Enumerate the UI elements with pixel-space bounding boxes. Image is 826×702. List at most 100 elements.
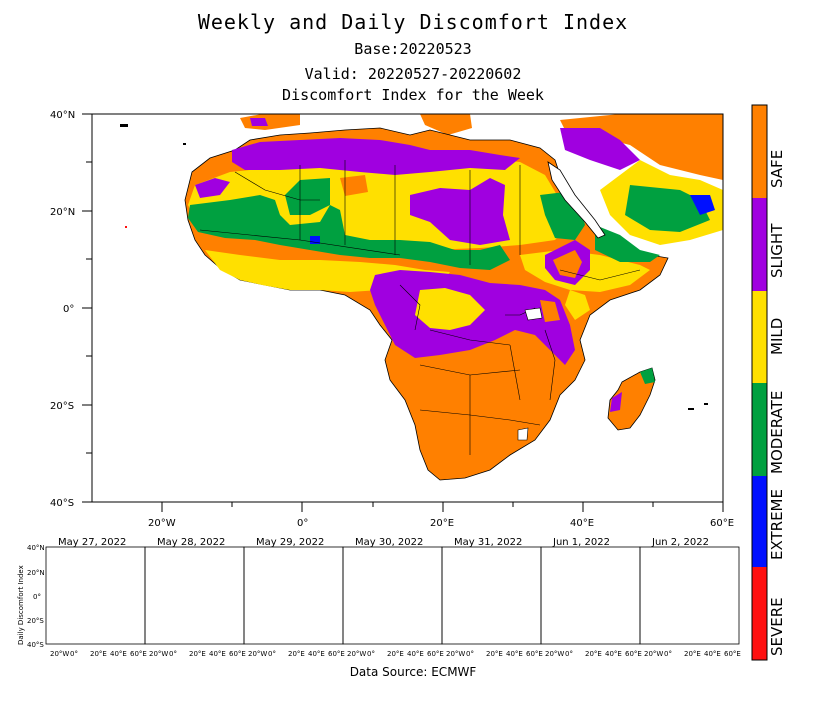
daily-lon-label: 60°E <box>625 650 642 658</box>
daily-date-label: May 28, 2022 <box>157 537 225 548</box>
legend-label-slight: SLIGHT <box>768 223 786 278</box>
daily-lat-label: 40°S <box>27 641 44 649</box>
daily-panel-frame <box>639 546 740 645</box>
daily-lon-label: 20°W <box>347 650 366 658</box>
daily-lon-label: 20°E <box>288 650 305 658</box>
daily-lon-label: 40°E <box>407 650 424 658</box>
lat-label: 40°S <box>50 498 74 509</box>
daily-lon-label: 0° <box>70 650 78 658</box>
north-coast-slight-zone <box>232 138 520 175</box>
daily-map <box>160 550 235 639</box>
daily-map <box>358 550 433 639</box>
legend-swatch-extreme <box>752 476 767 567</box>
map-subtitle: Discomfort Index for the Week <box>282 86 544 104</box>
daily-lat-labels: 40°N 20°N 0° 20°S 40°S <box>27 544 45 649</box>
legend-swatch-slight <box>752 198 767 291</box>
daily-panel: Jun 1, 2022 20°W 0° 20°E 40°E 60°E <box>540 537 642 658</box>
daily-lon-label: 60°E <box>724 650 741 658</box>
lat-label: 20°S <box>50 401 74 412</box>
daily-lon-label: 20°W <box>248 650 267 658</box>
daily-lon-label: 0° <box>367 650 375 658</box>
legend-swatch-severe <box>752 567 767 660</box>
lon-label: 40°E <box>570 518 594 529</box>
lat-label: 0° <box>63 304 74 315</box>
daily-panel: May 27, 2022 20°W 0° 20°E 40°E 60°E <box>45 537 147 658</box>
legend-label-severe: SEVERE <box>768 597 786 656</box>
daily-lon-label: 20°E <box>585 650 602 658</box>
extreme-area-gulf <box>690 195 715 215</box>
country-borders <box>199 160 641 455</box>
daily-panel: Jun 2, 2022 20°W 0° 20°E 40°E 60°E <box>639 537 741 658</box>
daily-lon-label: 60°E <box>229 650 246 658</box>
legend-swatch-moderate <box>752 383 767 476</box>
daily-panel-frame <box>540 546 641 645</box>
lon-labels: 20°W 0° 20°E 40°E 60°E <box>148 518 734 529</box>
daily-date-label: May 30, 2022 <box>355 537 423 548</box>
daily-lon-label: 0° <box>169 650 177 658</box>
daily-axis-title: Daily Discomfort Index <box>17 565 25 645</box>
daily-map <box>61 550 136 639</box>
daily-panel: May 31, 2022 20°W 0° 20°E 40°E 60°E <box>441 537 543 658</box>
legend-label-moderate: MODERATE <box>768 391 786 474</box>
daily-lon-label: 20°W <box>644 650 663 658</box>
daily-lon-label: 20°E <box>189 650 206 658</box>
base-date: Base:20220523 <box>354 40 472 58</box>
daily-lon-label: 20°E <box>90 650 107 658</box>
legend-label-mild: MILD <box>768 318 786 355</box>
daily-panels: Daily Discomfort Index 40°N 20°N 0° 20°S… <box>17 537 741 658</box>
lat-label: 40°N <box>50 110 75 121</box>
daily-lon-label: 40°E <box>308 650 325 658</box>
daily-lon-label: 20°E <box>387 650 404 658</box>
daily-lon-label: 20°W <box>446 650 465 658</box>
central-sahara-slight-zone <box>410 178 510 245</box>
chart-title: Weekly and Daily Discomfort Index <box>197 10 629 34</box>
lon-label: 0° <box>297 518 308 529</box>
daily-date-label: May 27, 2022 <box>58 537 126 548</box>
legend-swatch-mild <box>752 291 767 383</box>
daily-lat-label: 40°N <box>27 544 45 552</box>
daily-map <box>457 550 532 639</box>
daily-panel-frame <box>342 546 443 645</box>
legend-label-extreme: EXTREME <box>768 489 786 560</box>
daily-lon-label: 60°E <box>427 650 444 658</box>
daily-panel-frame <box>45 546 146 645</box>
daily-lon-label: 20°E <box>684 650 701 658</box>
lon-label: 20°E <box>430 518 454 529</box>
daily-lon-label: 20°W <box>545 650 564 658</box>
daily-lat-label: 20°S <box>27 617 44 625</box>
daily-panel: May 30, 2022 20°W 0° 20°E 40°E 60°E <box>342 537 444 658</box>
legend-swatch-safe <box>752 105 767 198</box>
daily-lon-label: 40°E <box>704 650 721 658</box>
legend-colorbar: SAFE SLIGHT MILD MODERATE EXTREME SEVERE <box>751 104 786 661</box>
main-map: 40°N 20°N 0° 20°S 40°S 20°W 0° 20°E 40°E… <box>50 110 734 529</box>
lat-label: 20°N <box>50 207 75 218</box>
daily-panel-frame <box>441 546 542 645</box>
legend-label-safe: SAFE <box>768 150 786 188</box>
daily-date-label: Jun 2, 2022 <box>651 537 709 548</box>
daily-lon-label: 40°E <box>209 650 226 658</box>
daily-date-label: May 29, 2022 <box>256 537 324 548</box>
sahel-moderate-zone <box>188 195 510 270</box>
daily-lat-label: 20°N <box>27 569 45 577</box>
daily-lat-label: 0° <box>33 593 41 601</box>
daily-lon-label: 60°E <box>130 650 147 658</box>
daily-panel-frame <box>144 546 245 645</box>
daily-lon-label: 0° <box>466 650 474 658</box>
red-sea <box>547 161 606 239</box>
daily-panel: May 29, 2022 20°W 0° 20°E 40°E 60°E <box>243 537 345 658</box>
daily-panel: May 28, 2022 20°W 0° 20°E 40°E 60°E <box>144 537 246 658</box>
data-source: Data Source: ECMWF <box>349 665 477 679</box>
daily-lon-label: 40°E <box>506 650 523 658</box>
daily-lon-label: 0° <box>565 650 573 658</box>
valid-range: Valid: 20220527-20220602 <box>304 65 522 83</box>
daily-lon-label: 40°E <box>605 650 622 658</box>
daily-lon-label: 20°W <box>149 650 168 658</box>
daily-date-label: Jun 1, 2022 <box>552 537 610 548</box>
daily-lon-label: 0° <box>664 650 672 658</box>
daily-lon-label: 0° <box>268 650 276 658</box>
axis-ticks <box>82 113 724 512</box>
madagascar <box>607 367 656 431</box>
daily-map <box>259 550 334 639</box>
daily-lon-label: 20°W <box>50 650 69 658</box>
lon-label: 60°E <box>710 518 734 529</box>
